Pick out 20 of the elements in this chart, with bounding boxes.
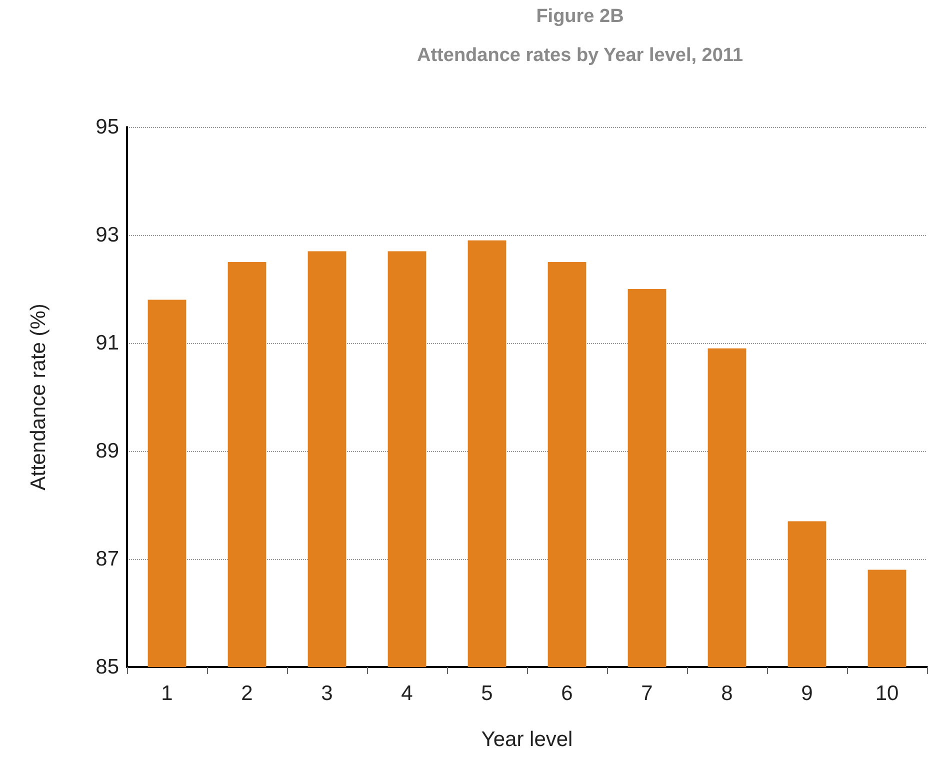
x-tick-label: 9 bbox=[801, 682, 813, 705]
y-tick-label: 93 bbox=[96, 224, 119, 246]
y-axis-title: Attendance rate (%) bbox=[27, 304, 50, 490]
x-tick-label: 3 bbox=[321, 682, 333, 705]
y-tick-label: 89 bbox=[96, 440, 119, 462]
y-tick-label: 85 bbox=[96, 656, 119, 678]
chart-subtitle: Attendance rates by Year level, 2011 bbox=[416, 45, 744, 66]
x-tick-label: 8 bbox=[721, 682, 733, 705]
x-tick-label: 1 bbox=[161, 682, 173, 705]
y-tick-label: 91 bbox=[96, 332, 119, 354]
y-tick-label: 95 bbox=[96, 116, 119, 138]
x-tick-label: 5 bbox=[481, 682, 493, 705]
y-tick-label: 87 bbox=[96, 548, 119, 570]
x-tick-label: 2 bbox=[241, 682, 253, 705]
x-axis-title: Year level bbox=[481, 728, 573, 751]
x-tick-label: 7 bbox=[641, 682, 653, 705]
x-tick-label: 10 bbox=[875, 682, 899, 705]
x-tick-label: 4 bbox=[401, 682, 414, 705]
chart-title: Figure 2B bbox=[536, 6, 624, 27]
x-tick-label: 6 bbox=[561, 682, 573, 705]
